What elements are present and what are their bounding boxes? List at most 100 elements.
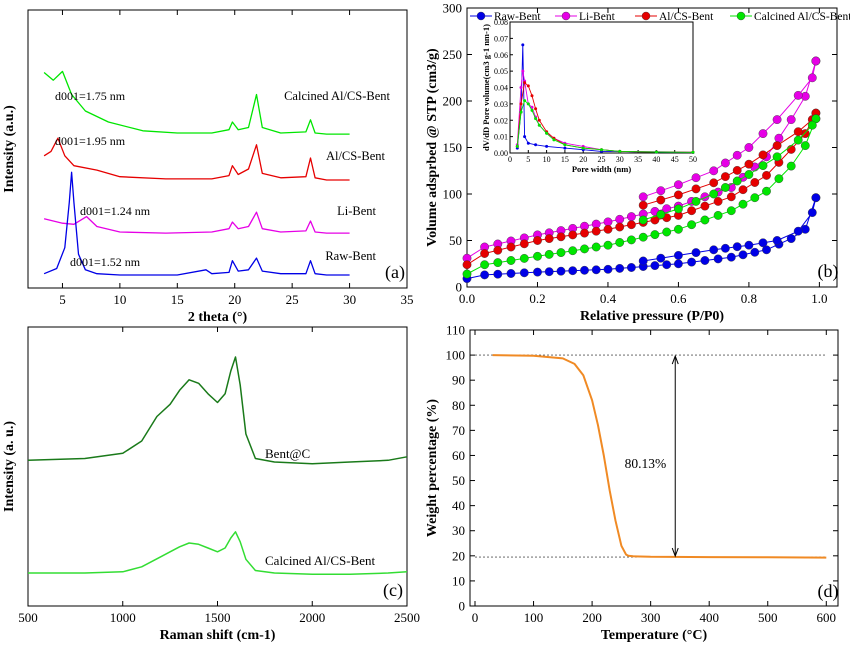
panel-b: 0.0 0.2 0.4 0.6 0.8 1.0050100150200250300Raw-… xyxy=(425,1,850,325)
panel-b-legend-marker xyxy=(641,11,651,21)
panel-b-data-point xyxy=(691,248,701,258)
panel-b-inset-frame xyxy=(509,21,694,154)
panel-b-inset-point xyxy=(563,143,567,147)
panel-b-data-point xyxy=(462,269,472,279)
panel-b-inset-xtick-label: 15 xyxy=(561,155,569,164)
panel-b-legend-marker xyxy=(476,11,486,21)
panel-d-xtick-label: 400 xyxy=(699,610,719,625)
panel-a-series-label: Raw-Bent xyxy=(325,249,376,263)
panel-b-inset-ylabel: dV/dD Pore volume(cm3 g-1 nm-1) xyxy=(481,24,491,151)
panel-b-inset-ytick-label: 0.06 xyxy=(494,51,508,60)
panel-d-xtick-label: 200 xyxy=(582,610,602,625)
panel-b-data-point xyxy=(762,186,771,196)
panel-b-data-point xyxy=(519,239,529,249)
panel-a-xtick-label: 35 xyxy=(401,292,414,307)
panel-b-inset-point xyxy=(537,118,541,122)
panel-b-data-point xyxy=(650,261,660,270)
panel-d-arrowhead-up xyxy=(671,354,679,365)
panel-b-data-point xyxy=(721,183,730,192)
panel-b-data-point xyxy=(627,220,636,230)
panel-b-inset-point xyxy=(534,107,538,111)
panel-b-data-point xyxy=(691,196,701,206)
panel-b-ytick-label: 0 xyxy=(456,280,463,295)
panel-d-ylabel: Weight percentage (%) xyxy=(425,399,440,537)
panel-b-data-point xyxy=(744,159,754,169)
panel-a-xtick-label: 30 xyxy=(343,292,356,307)
panel-b-data-point xyxy=(709,178,719,188)
panel-b-data-point xyxy=(615,214,625,224)
panel-b-data-point xyxy=(656,210,666,219)
panel-b-data-point xyxy=(758,238,768,248)
panel-b-inset-point xyxy=(691,150,695,154)
panel-b-inset-point xyxy=(521,69,525,73)
panel-a-series-line xyxy=(43,70,350,135)
panel-d-loss-annotation: 80.13% xyxy=(625,456,667,471)
panel-b-inset-point xyxy=(530,108,534,112)
panel-b-data-point xyxy=(738,199,748,209)
panel-b-data-point xyxy=(758,150,768,160)
panel-b-data-point xyxy=(480,260,489,270)
panel-b-data-point xyxy=(744,240,754,250)
panel-d-ytick-label: 40 xyxy=(452,498,465,513)
panel-b-inset-point xyxy=(526,141,530,145)
panel-b-data-point xyxy=(674,180,683,190)
panel-b-data-point xyxy=(786,115,796,125)
panel-d-ytick-label: 30 xyxy=(452,523,465,538)
panel-b-inset-ytick-label: 0.03 xyxy=(494,100,508,109)
panel-c: 500 1000 1500 2000 2500 Bent@C Calcined Al/CS-… xyxy=(2,326,420,643)
panel-a-xlabel: 2 theta (°) xyxy=(188,310,248,325)
panel-b-ylabel: Volume adsprbed @ STP (cm3/g) xyxy=(425,48,440,247)
panel-b-inset-point xyxy=(537,123,541,127)
panel-b-data-point xyxy=(721,172,730,182)
panel-a-ylabel: Intensity (a.u.) xyxy=(2,105,17,193)
panel-b-data-point xyxy=(519,253,529,263)
panel-a-series-line xyxy=(43,171,350,276)
panel-b-data-point xyxy=(591,265,601,275)
panel-a-letter: (a) xyxy=(385,262,405,283)
panel-b-data-point xyxy=(493,269,503,279)
panel-b-data-point xyxy=(506,256,516,265)
panel-b-data-point xyxy=(603,264,613,274)
panel-b-data-point xyxy=(772,115,782,125)
panel-d-ytick-label: 100 xyxy=(446,348,466,363)
panel-b-inset-point xyxy=(545,144,549,148)
panel-b-data-point xyxy=(744,143,754,152)
panel-b-inset-point xyxy=(519,102,523,106)
panel-c-xtick-label: 1000 xyxy=(110,610,136,625)
panel-d-ytick-label: 50 xyxy=(452,473,465,488)
panel-b-data-point xyxy=(772,141,782,151)
panel-b-data-point xyxy=(687,206,696,216)
panel-b-data-point xyxy=(687,257,696,267)
panel-b-data-point xyxy=(691,184,701,194)
panel-b-data-point xyxy=(627,212,636,222)
panel-d-xtick-label: 0 xyxy=(472,610,479,625)
panel-b-xtick-label: 0.0 xyxy=(459,291,475,306)
panel-b-inset-point xyxy=(523,81,527,85)
panel-b-data-point xyxy=(721,243,730,253)
panel-b-xtick-label: 0.2 xyxy=(529,291,545,306)
panel-b-data-point xyxy=(732,242,742,252)
panel-b-legend-label: Calcined Al/CS-Bent xyxy=(754,11,850,23)
panel-b-inset-point xyxy=(563,146,567,150)
panel-b-inset-point xyxy=(526,84,530,88)
panel-b-data-point xyxy=(627,235,636,245)
panel-b-data-point xyxy=(700,201,710,211)
panel-b-data-point xyxy=(674,250,683,260)
panel-b-data-point xyxy=(638,192,648,202)
panel-b-ytick-label: 50 xyxy=(449,233,462,248)
panel-b-data-point xyxy=(603,224,613,234)
panel-b-inset-point xyxy=(530,94,534,98)
panel-b-data-point xyxy=(758,161,768,171)
panel-b-inset-point xyxy=(521,43,525,47)
panel-a-series-line xyxy=(43,137,350,181)
panel-b-xtick-label: 0.8 xyxy=(741,291,757,306)
panel-b-data-point xyxy=(762,170,771,180)
panel-b-data-point xyxy=(793,127,803,137)
panel-b-data-point xyxy=(662,227,672,237)
panel-d-ytick-label: 110 xyxy=(446,323,465,338)
panel-b-data-point xyxy=(807,73,817,83)
panel-b-ytick-label: 250 xyxy=(443,47,463,62)
panel-b-data-point xyxy=(762,245,771,255)
panel-b-data-point xyxy=(674,190,683,200)
panel-a-series-label: Al/CS-Bent xyxy=(326,149,386,163)
